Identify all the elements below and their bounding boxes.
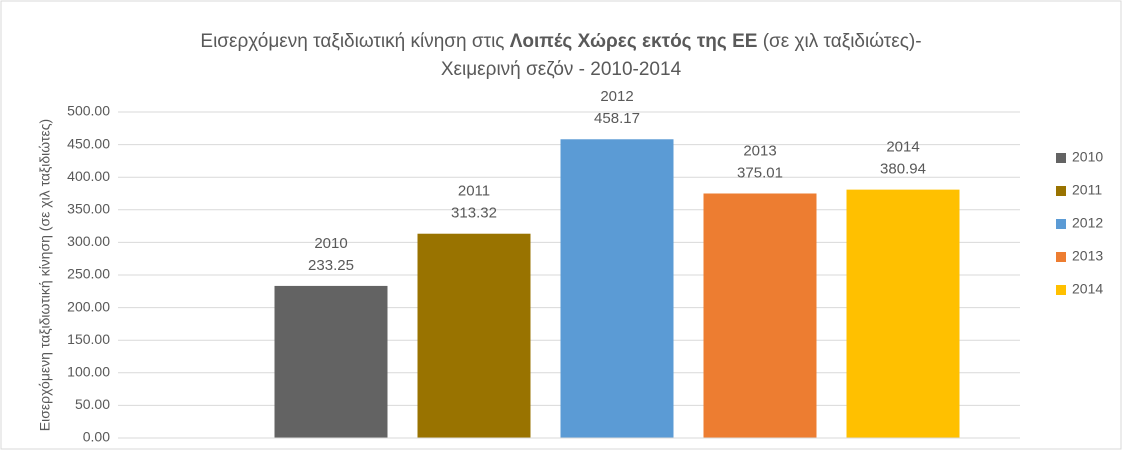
y-tick-label: 100.00	[67, 364, 110, 380]
title-part: Λοιπές Χώρες εκτός της ΕΕ	[509, 31, 758, 52]
data-label-name: 2012	[600, 88, 633, 105]
bar	[274, 285, 388, 438]
y-tick-label: 200.00	[67, 298, 110, 314]
legend-swatch	[1056, 153, 1066, 163]
y-tick-label: 400.00	[67, 168, 110, 184]
y-tick-label: 350.00	[67, 201, 110, 217]
legend-swatch	[1056, 285, 1066, 295]
legend-label: 2014	[1072, 281, 1103, 297]
legend-label: 2011	[1072, 182, 1102, 198]
bar	[560, 139, 674, 438]
data-label: 458.17	[594, 110, 640, 127]
data-label: 313.32	[451, 205, 497, 222]
y-tick-label: 50.00	[75, 396, 110, 412]
title-part: (σε χιλ ταξιδιώτες)- Χειμερινή σεζόν - 2…	[440, 31, 922, 80]
y-tick-label: 150.00	[67, 331, 110, 347]
title-part: Εισερχόμενη ταξιδιωτική κίνηση στις	[200, 31, 510, 52]
data-label-name: 2014	[886, 139, 919, 156]
data-label: 380.94	[880, 161, 926, 178]
y-axis-label: Εισερχόμενη ταξιδιωτική κίνηση (σε χιλ τ…	[36, 118, 53, 432]
data-label-name: 2011	[458, 183, 490, 200]
data-label: 375.01	[737, 164, 783, 181]
y-tick-label: 450.00	[67, 135, 110, 151]
data-label-name: 2010	[314, 235, 347, 252]
legend-swatch	[1056, 252, 1066, 262]
bar	[846, 189, 960, 438]
bar	[417, 233, 531, 438]
bar	[703, 193, 817, 438]
y-tick-label: 500.00	[67, 103, 110, 119]
legend-swatch	[1056, 219, 1066, 229]
legend-label: 2010	[1072, 149, 1103, 165]
y-tick-label: 300.00	[67, 233, 110, 249]
legend-swatch	[1056, 186, 1066, 196]
y-tick-label: 250.00	[67, 266, 110, 282]
y-tick-label: 0.00	[83, 429, 110, 445]
chart-title: Εισερχόμενη ταξιδιωτική κίνηση στις Λοιπ…	[166, 28, 956, 84]
legend-label: 2012	[1072, 215, 1103, 231]
data-label-name: 2013	[743, 142, 776, 159]
data-label: 233.25	[308, 257, 354, 274]
legend-label: 2013	[1072, 248, 1103, 264]
